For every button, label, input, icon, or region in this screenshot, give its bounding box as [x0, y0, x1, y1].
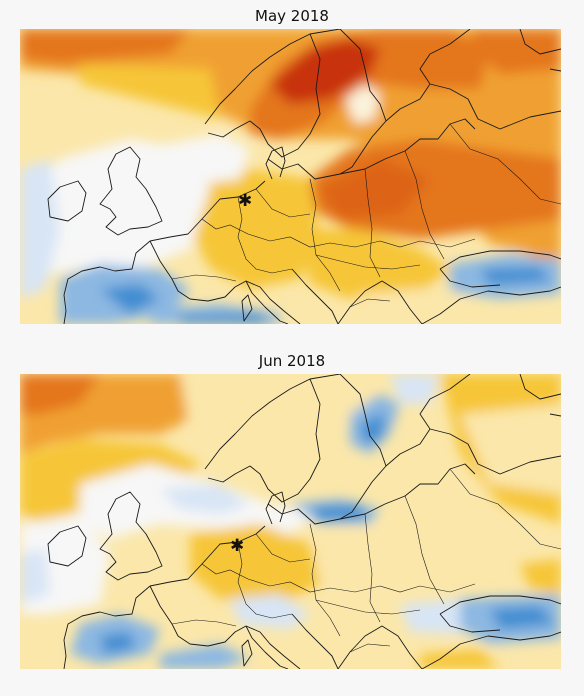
coastlines-and-borders [47, 29, 561, 324]
panel-title-may: May 2018 [255, 7, 329, 25]
anomaly-field [20, 29, 561, 324]
location-marker: ✱ [230, 536, 244, 556]
anomaly-map-may-2018: ✱ [20, 29, 561, 324]
location-marker: ✱ [238, 191, 252, 211]
coastlines-and-borders [47, 374, 561, 669]
anomaly-field [20, 374, 561, 669]
anomaly-map-jun-2018: ✱ [20, 374, 561, 669]
panel-title-jun: Jun 2018 [258, 352, 326, 370]
